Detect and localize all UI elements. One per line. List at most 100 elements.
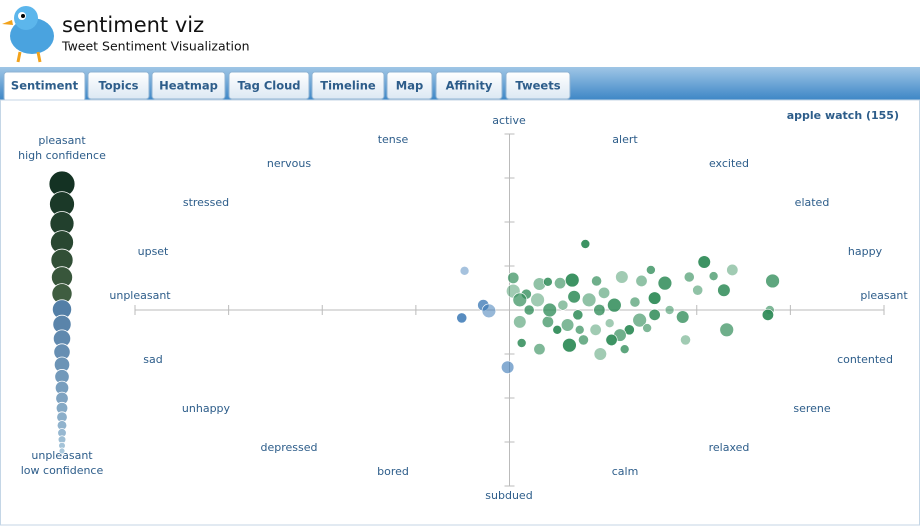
tweet-dot xyxy=(648,291,662,305)
tweet-dot xyxy=(557,299,569,311)
tweet-dot xyxy=(593,347,607,361)
tab[interactable] xyxy=(311,71,385,100)
tab[interactable] xyxy=(435,71,503,100)
emotion-label: unhappy xyxy=(182,402,231,415)
plot: active alert excited elated happy pleasant con… xyxy=(109,114,908,502)
tweet-dot xyxy=(572,309,584,321)
tweet-dot xyxy=(456,312,468,324)
tweet-dot xyxy=(708,271,719,281)
tweet-dot xyxy=(697,255,711,269)
emotion-label: contented xyxy=(837,353,893,366)
emotion-label: bored xyxy=(377,465,409,478)
emotion-label: depressed xyxy=(261,441,318,454)
tab[interactable] xyxy=(386,71,433,100)
tab-label[interactable]: Sentiment xyxy=(11,79,79,93)
tab-label[interactable]: Affinity xyxy=(446,79,493,93)
tweet-dot xyxy=(635,274,648,287)
emotion-label: calm xyxy=(612,465,639,478)
emotion-label: upset xyxy=(138,245,169,258)
tweet-dot xyxy=(692,284,704,296)
emotion-label: sad xyxy=(143,353,162,366)
tweet-dot xyxy=(565,272,580,288)
tweet-dot xyxy=(598,286,611,299)
tweet-dot xyxy=(726,263,739,276)
tweet-dot xyxy=(623,324,635,336)
tweet-dot xyxy=(589,323,602,336)
emotion-label: tense xyxy=(378,133,409,146)
tab[interactable] xyxy=(228,71,310,100)
tweet-dot xyxy=(574,324,585,335)
emotion-label: elated xyxy=(795,196,830,209)
emotion-label: unpleasant xyxy=(109,289,171,302)
tweet-dot xyxy=(533,343,546,356)
app-subtitle: Tweet Sentiment Visualization xyxy=(61,39,250,54)
tweet-dot xyxy=(619,344,630,354)
tab[interactable] xyxy=(151,71,226,100)
tweet-dot xyxy=(578,334,589,346)
emotion-label: active xyxy=(492,114,526,127)
legend-label: low confidence xyxy=(21,464,104,477)
tweet-dot xyxy=(765,273,780,289)
tweet-dot xyxy=(543,277,553,287)
legend-dot xyxy=(58,447,66,455)
emotion-label: relaxed xyxy=(709,441,750,454)
tweet-dot xyxy=(591,275,602,287)
tab[interactable] xyxy=(505,71,571,100)
tweet-dot xyxy=(481,303,497,319)
tweet-dot xyxy=(615,270,629,284)
tweet-dot xyxy=(605,333,618,346)
tab-label[interactable]: Tag Cloud xyxy=(237,79,300,93)
tweet-dot xyxy=(761,308,774,321)
emotion-label: serene xyxy=(793,402,831,415)
tweet-dot xyxy=(507,271,520,284)
tab-label[interactable]: Topics xyxy=(98,79,138,93)
tweet-dot xyxy=(560,318,575,332)
tweet-dot xyxy=(632,312,647,328)
legend-label: pleasant xyxy=(38,134,86,147)
emotion-label: excited xyxy=(709,157,749,170)
tweet-dot xyxy=(513,315,527,329)
emotion-label: pleasant xyxy=(860,289,908,302)
tweet-dot xyxy=(683,271,695,283)
emotion-label: subdued xyxy=(485,489,532,502)
emotion-label: happy xyxy=(848,245,883,258)
tweet-dot xyxy=(523,304,535,316)
tweet-dot xyxy=(530,292,545,308)
app-title: sentiment viz xyxy=(62,13,204,37)
tab-label[interactable]: Map xyxy=(396,79,423,93)
legend-scale xyxy=(48,170,76,455)
legend-label: unpleasant xyxy=(31,449,93,462)
tweet-dot xyxy=(459,266,470,276)
tweet-dot xyxy=(593,303,606,316)
emotion-label: alert xyxy=(612,133,638,146)
tweet-dot xyxy=(512,292,527,308)
tabs: Sentiment Topics Heatmap Tag Cloud Timeline M… xyxy=(3,71,571,102)
tweet-dot xyxy=(629,296,641,308)
tweet-dot xyxy=(552,324,563,335)
tab-label[interactable]: Timeline xyxy=(320,79,376,93)
tweet-dot xyxy=(541,315,554,328)
tweet-dot xyxy=(664,305,675,315)
tweet-dot xyxy=(581,292,597,308)
tweet-dot xyxy=(648,308,661,321)
tab-label[interactable]: Heatmap xyxy=(159,79,218,93)
tweet-dot xyxy=(676,310,690,324)
tweet-dot xyxy=(501,360,515,374)
panel xyxy=(0,99,920,526)
tweet-dot xyxy=(554,277,567,290)
tweet-dot xyxy=(580,239,591,249)
tweet-dot xyxy=(719,322,734,337)
tweet-dot xyxy=(562,338,577,353)
emotion-label: nervous xyxy=(267,157,311,170)
tab-label[interactable]: Tweets xyxy=(515,79,560,93)
tweet-dot xyxy=(542,302,557,318)
tweet-dot xyxy=(717,283,731,297)
tweet-dot xyxy=(657,275,673,291)
tweet-dot xyxy=(516,338,527,348)
tab[interactable] xyxy=(87,71,150,100)
logo xyxy=(2,6,54,63)
tweet-dot xyxy=(646,265,656,275)
tweet-dot xyxy=(607,297,622,313)
tweet-dot xyxy=(604,318,615,329)
